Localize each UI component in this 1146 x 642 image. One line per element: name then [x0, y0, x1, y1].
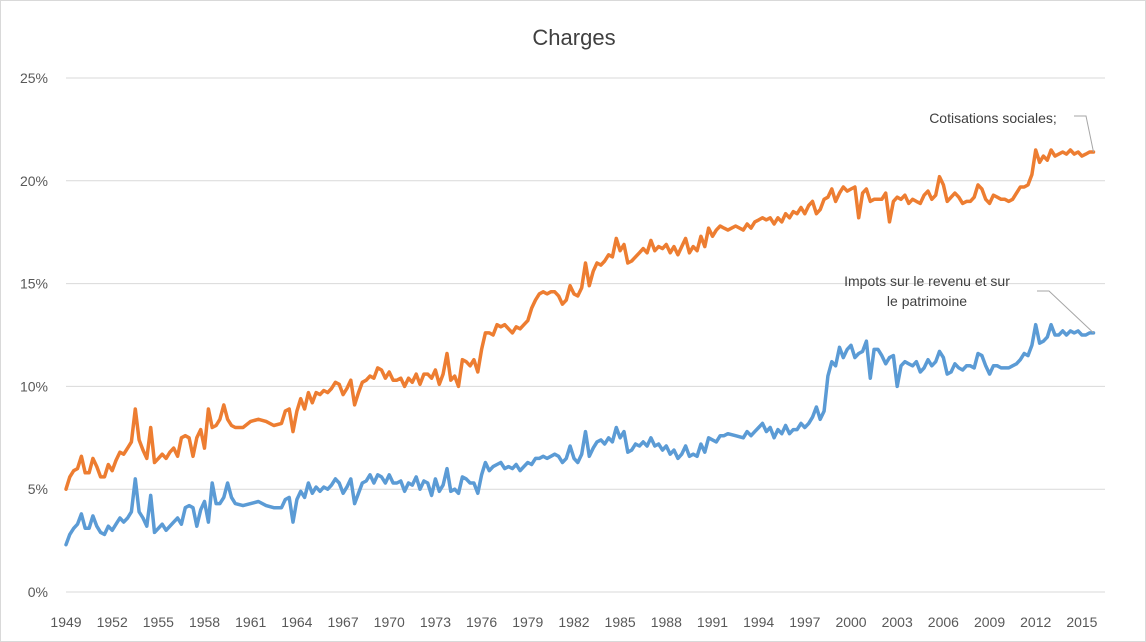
x-tick-label: 1979 [512, 614, 543, 630]
x-axis-tick-labels: 1949 1952 1955 1958 1961 1964 1967 1970 1973 1976… [50, 614, 1097, 630]
x-tick-label: 1994 [743, 614, 774, 630]
x-tick-label: 1973 [420, 614, 451, 630]
y-tick-label: 25% [20, 70, 48, 86]
x-tick-label: 2000 [835, 614, 866, 630]
series-lines [64, 148, 1096, 547]
x-tick-label: 1964 [281, 614, 312, 630]
series-label: le patrimoine [887, 293, 967, 309]
x-tick-label: 1976 [466, 614, 497, 630]
x-tick-label: 2003 [882, 614, 913, 630]
chart-title: Charges [532, 25, 615, 50]
annotation-leader-line [1037, 290, 1094, 334]
y-tick-label: 0% [28, 584, 48, 600]
x-tick-label: 1961 [235, 614, 266, 630]
y-tick-label: 20% [20, 173, 48, 189]
x-tick-label: 1970 [374, 614, 405, 630]
series-label: Impots sur le revenu et sur [844, 273, 1010, 289]
x-tick-label: 2009 [974, 614, 1005, 630]
y-tick-label: 5% [28, 481, 48, 497]
x-tick-label: 1949 [50, 614, 81, 630]
x-tick-label: 1988 [651, 614, 682, 630]
x-tick-label: 2015 [1066, 614, 1097, 630]
x-tick-label: 1955 [143, 614, 174, 630]
y-tick-label: 10% [20, 378, 48, 394]
gridlines [66, 77, 1105, 593]
y-axis-tick-labels: 0% 5% 10% 15% 20% 25% [20, 70, 48, 600]
x-tick-label: 1985 [605, 614, 636, 630]
series-line-1 [64, 322, 1096, 547]
x-tick-label: 1967 [327, 614, 358, 630]
x-tick-label: 1952 [97, 614, 128, 630]
series-annotations: Cotisations sociales; Impots sur le reven… [844, 110, 1094, 334]
x-tick-label: 1997 [789, 614, 820, 630]
x-tick-label: 2006 [928, 614, 959, 630]
x-tick-label: 1982 [558, 614, 589, 630]
x-tick-label: 1991 [697, 614, 728, 630]
x-tick-label: 2012 [1020, 614, 1051, 630]
series-line-0 [64, 148, 1096, 491]
x-tick-label: 1958 [189, 614, 220, 630]
series-label: Cotisations sociales; [929, 110, 1057, 126]
annotation-leader-line [1074, 115, 1094, 153]
y-tick-label: 15% [20, 276, 48, 292]
